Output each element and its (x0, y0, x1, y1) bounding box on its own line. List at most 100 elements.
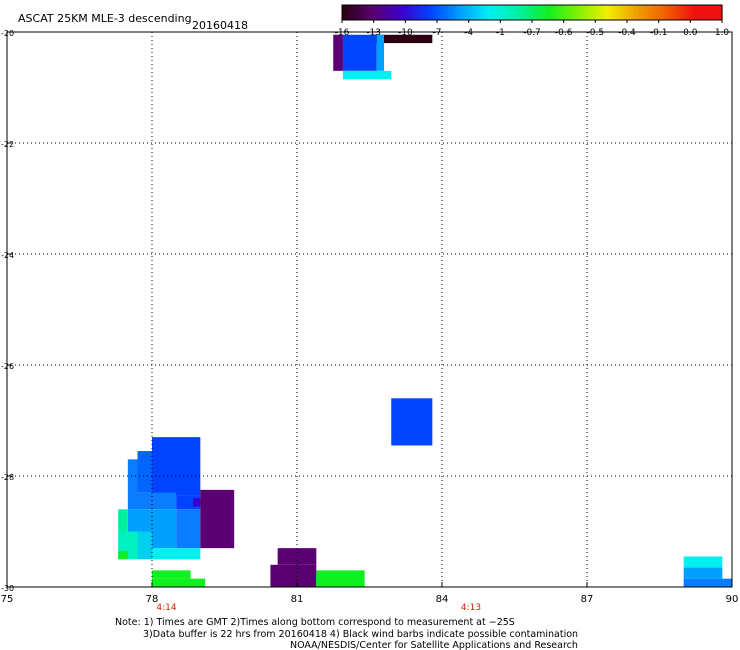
colorbar-seg-7-7 (572, 5, 577, 20)
colorbar-seg-12-3 (703, 5, 708, 20)
colorbar-label-6: -0.7 (523, 28, 541, 38)
x-tick-label-5: 90 (726, 594, 739, 605)
data-cell-21 (152, 578, 206, 587)
data-cell-1 (333, 34, 343, 71)
colorbar-seg-12-4 (707, 5, 712, 20)
colorbar-seg-10-0 (634, 5, 639, 20)
colorbar-seg-12-0 (692, 5, 698, 20)
colorbar-seg-5-0 (488, 5, 493, 20)
colorbar-seg-11-6 (685, 5, 690, 20)
colorbar-seg-0-6 (363, 5, 369, 20)
colorbar-label-0: -16 (335, 28, 350, 38)
x-tick-label-3: 84 (436, 594, 449, 605)
colorbar-seg-6-3 (528, 5, 533, 20)
data-cell-23 (270, 564, 317, 587)
colorbar-seg-3-3 (440, 5, 445, 20)
colorbar-seg-9-0 (605, 5, 610, 20)
colorbar-seg-5-3 (499, 5, 504, 20)
colorbar-seg-3-0 (429, 5, 434, 20)
colorbar-seg-0-4 (356, 5, 361, 20)
colorbar-seg-9-4 (619, 5, 624, 20)
colorbar-seg-10-2 (641, 5, 646, 20)
colorbar-seg-0-2 (349, 5, 354, 20)
data-cell-17 (137, 531, 152, 560)
colorbar-seg-4-0 (458, 5, 464, 20)
data-cell-6 (152, 437, 201, 496)
colorbar-seg-11-0 (663, 5, 668, 20)
colorbar-seg-6-2 (524, 5, 529, 20)
colorbar-seg-5-5 (506, 5, 511, 20)
colorbar-seg-10-6 (656, 5, 661, 20)
x-tick-label-0: 75 (1, 594, 14, 605)
colorbar-seg-0-3 (352, 5, 358, 20)
time-labels: 4:14 4:13 (156, 603, 481, 613)
colorbar-seg-2-2 (407, 5, 413, 20)
colorbar-seg-5-7 (513, 5, 518, 20)
data-cell-25 (316, 578, 326, 587)
colorbar-seg-12-5 (711, 5, 716, 20)
colorbar-seg-11-1 (667, 5, 672, 20)
colorbar-seg-11-3 (674, 5, 679, 20)
data-cell-15 (118, 509, 128, 532)
colorbar-seg-6-5 (535, 5, 540, 20)
colorbar-seg-9-3 (616, 5, 621, 20)
colorbar-seg-10-7 (659, 5, 665, 20)
time-label-0: 4:14 (156, 603, 176, 613)
colorbar-label-12: 1.0 (715, 28, 730, 38)
colorbar-seg-1-6 (393, 5, 398, 20)
colorbar-seg-7-2 (553, 5, 559, 20)
colorbar-seg-8-0 (575, 5, 581, 20)
colorbar-seg-12-6 (714, 5, 719, 20)
y-tick-label-1: -22 (1, 140, 14, 149)
colorbar-label-2: -10 (398, 28, 413, 38)
grid-lines (7, 32, 732, 587)
colorbar-seg-2-0 (400, 5, 405, 20)
colorbar-seg-2-6 (422, 5, 427, 20)
data-cell-9 (137, 492, 177, 510)
colorbar-seg-4-5 (477, 5, 482, 20)
data-cell-20 (152, 570, 191, 579)
colorbar-seg-2-4 (415, 5, 420, 20)
data-cell-26 (683, 556, 723, 568)
colorbar-seg-7-3 (557, 5, 562, 20)
colorbar-seg-4-1 (462, 5, 467, 20)
colorbar-seg-1-5 (389, 5, 394, 20)
colorbar-seg-10-4 (648, 5, 654, 20)
colorbar-seg-0-5 (360, 5, 365, 20)
note-line-3: NOAA/NESDIS/Center for Satellite Applica… (290, 640, 578, 650)
data-cell-2 (342, 34, 377, 71)
time-label-1: 4:13 (461, 603, 481, 613)
colorbar-seg-0-0 (342, 5, 347, 20)
colorbar-seg-8-5 (594, 5, 599, 20)
colorbar-seg-12-7 (718, 5, 723, 20)
colorbar-seg-1-7 (396, 5, 402, 20)
colorbar-seg-10-3 (645, 5, 650, 20)
colorbar-seg-9-1 (608, 5, 613, 20)
colorbar-seg-7-4 (561, 5, 566, 20)
colorbar-seg-7-0 (546, 5, 551, 20)
colorbar-seg-4-3 (469, 5, 475, 20)
x-tick-label-1: 78 (146, 594, 159, 605)
y-tick-label-4: -28 (1, 473, 14, 482)
colorbar-seg-11-5 (681, 5, 687, 20)
y-axis-ticks: -20 -22 -24 -26 -28 -30 (1, 29, 14, 593)
colorbar-seg-12-1 (696, 5, 701, 20)
colorbar-seg-7-5 (564, 5, 570, 20)
colorbar-seg-4-6 (480, 5, 486, 20)
colorbar-seg-6-0 (517, 5, 522, 20)
colorbar-seg-0-7 (367, 5, 372, 20)
colorbar-seg-2-1 (404, 5, 409, 20)
colorbar-seg-7-6 (568, 5, 573, 20)
chart-date: 20160418 (192, 19, 248, 32)
data-cell-7 (137, 451, 152, 493)
colorbar-seg-10-1 (637, 5, 643, 20)
colorbar-seg-0-1 (345, 5, 350, 20)
colorbar-seg-3-2 (437, 5, 442, 20)
colorbar-seg-9-6 (627, 5, 632, 20)
colorbar-seg-3-7 (455, 5, 460, 20)
data-cells (118, 34, 732, 587)
data-cell-24 (316, 570, 365, 587)
colorbar-label-9: -0.4 (618, 28, 636, 38)
colorbar-label-3: -7 (433, 28, 442, 38)
